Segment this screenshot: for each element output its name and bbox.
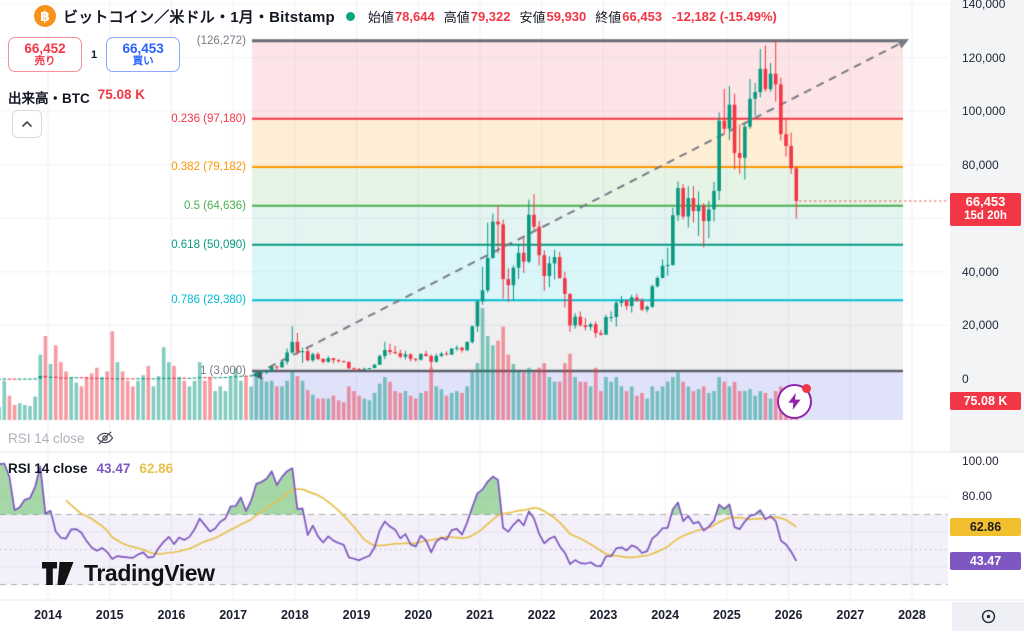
change-value: -12,182 (-15.49%) [672, 8, 777, 24]
volume-legend[interactable]: 出来高・BTC 75.08 K [8, 87, 145, 107]
year-tick-label: 2023 [589, 608, 618, 622]
eye-off-icon[interactable] [95, 428, 115, 448]
ohlc-values: 始値 78,644 高値 79,322 安値 59,930 終値 66,453 -12,… [368, 7, 777, 26]
symbol-legend: ฿ ビットコイン／米ドル・1月・Bitstamp 始値 78,644 高値 79,3… [34, 5, 777, 27]
open-label: 始値 [367, 9, 394, 25]
bitcoin-icon: ฿ [34, 5, 56, 27]
year-tick-label: 2021 [466, 608, 494, 622]
year-tick-label: 2019 [342, 608, 371, 622]
year-tick-label: 2016 [157, 608, 186, 622]
rsi-value: 43.47 [96, 461, 131, 476]
price-axis[interactable] [950, 0, 1024, 600]
low-label: 安値 [519, 9, 546, 25]
last-price-badge: 66,453 15d 20h [950, 193, 1021, 226]
chevron-up-icon [22, 121, 32, 127]
spread-value: 1 [91, 48, 98, 61]
price-axis-tick: 20,000 [962, 318, 999, 333]
year-tick-label: 2022 [527, 608, 556, 622]
high-label: 高値 [443, 9, 470, 25]
buy-label: 買い [132, 55, 154, 68]
bar-countdown: 15d 20h [964, 210, 1007, 223]
fib-level-label: 0.236 (97,180) [171, 112, 246, 125]
high-value: 79,322 [470, 8, 511, 24]
rsi-legend[interactable]: RSI 14 close 43.47 62.86 [8, 461, 173, 476]
year-tick-label: 2014 [34, 608, 62, 622]
year-tick-label: 2026 [774, 608, 803, 622]
sell-label: 売り [34, 55, 56, 68]
lightning-icon [788, 393, 801, 410]
buy-button[interactable]: 66,453 買い [106, 37, 181, 72]
price-axis-tick: 80,000 [962, 157, 999, 172]
price-axis-tick: 0 [962, 372, 969, 386]
hidden-indicator-title: RSI 14 close [8, 430, 85, 446]
year-tick-label: 2025 [712, 608, 741, 622]
fib-level-label: 1 (3,000) [199, 364, 246, 377]
year-tick-label: 2024 [651, 608, 680, 622]
rsi-ma-badge: 62.86 [950, 517, 1021, 536]
axis-settings-button[interactable] [952, 602, 1024, 631]
price-axis-tick: 140,000 [962, 0, 1006, 11]
year-tick-label: 2020 [404, 608, 433, 622]
hidden-indicator-legend[interactable]: RSI 14 close [8, 428, 115, 448]
notification-dot [802, 384, 811, 393]
year-tick-label: 2028 [898, 608, 926, 622]
rsi-axis-tick: 100.00 [962, 454, 999, 468]
tradingview-wordmark: TradingView [84, 560, 215, 586]
settings-icon [981, 609, 995, 624]
sell-button[interactable]: 66,452 売り [8, 37, 82, 72]
rsi-axis-tick: 80.00 [962, 489, 993, 503]
rsi-title: RSI 14 close [8, 461, 88, 476]
open-value: 78,644 [394, 8, 435, 24]
close-value: 66,453 [622, 8, 663, 24]
last-price-value: 66,453 [965, 194, 1006, 210]
trade-buttons: 66,452 売り 1 66,453 買い [8, 37, 181, 72]
quick-trade-button[interactable] [777, 384, 812, 419]
fib-level-label: 0.5 (64,636) [183, 199, 246, 212]
fib-level-label: (126,272) [196, 34, 246, 47]
collapse-legend-button[interactable] [12, 110, 42, 138]
year-tick-label: 2027 [836, 608, 865, 622]
fib-level-label: 0.786 (29,380) [171, 294, 246, 307]
fib-level-label: 0.618 (50,090) [171, 238, 246, 251]
tradingview-glyph-icon [42, 562, 74, 585]
year-tick-label: 2018 [280, 608, 309, 622]
volume-value: 75.08 K [97, 87, 146, 102]
rsi-ma-value: 62.86 [139, 461, 174, 476]
sell-price: 66,452 [24, 40, 66, 56]
price-axis-tick: 40,000 [962, 264, 999, 279]
tradingview-logo[interactable]: TradingView [42, 560, 215, 587]
volume-label: 出来高・BTC [8, 91, 90, 106]
fib-level-label: 0.382 (79,182) [171, 160, 246, 173]
year-tick-label: 2017 [219, 608, 248, 622]
symbol-title[interactable]: ビットコイン／米ドル・1月・Bitstamp [63, 8, 335, 26]
price-axis-tick: 120,000 [962, 50, 1006, 65]
close-label: 終値 [595, 9, 622, 25]
volume-badge: 75.08 K [950, 392, 1021, 410]
price-axis-tick: 100,000 [962, 104, 1006, 119]
low-value: 59,930 [546, 8, 587, 24]
market-status-icon[interactable] [345, 11, 355, 21]
year-tick-label: 2015 [95, 608, 124, 622]
buy-price: 66,453 [122, 40, 164, 56]
rsi-value-badge: 43.47 [950, 551, 1021, 570]
